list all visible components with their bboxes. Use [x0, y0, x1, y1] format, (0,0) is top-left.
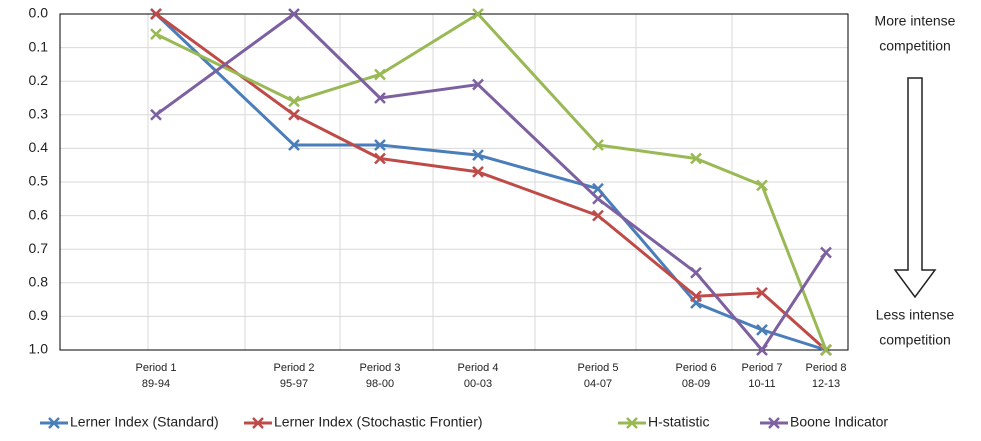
- x-tick-sublabel: 89-94: [142, 378, 170, 390]
- plot-border: [59, 13, 849, 351]
- point-marker: [820, 246, 832, 259]
- point-marker: [756, 323, 768, 336]
- annotation-top: competition: [879, 38, 951, 54]
- point-marker: [820, 344, 832, 356]
- point-marker: [592, 182, 604, 195]
- legend-marker: [626, 417, 638, 429]
- point-marker: [288, 108, 300, 121]
- point-marker: [374, 152, 386, 165]
- x-tick-sublabel: 98-00: [366, 378, 394, 390]
- y-tick-label: 0.3: [29, 106, 49, 122]
- point-marker: [592, 192, 604, 205]
- point-marker: [288, 95, 300, 108]
- point-marker: [288, 8, 300, 20]
- x-tick-label: Period 2: [274, 362, 315, 374]
- point-marker: [592, 209, 604, 222]
- series-line: [155, 12, 828, 351]
- legend-label: H-statistic: [648, 414, 709, 430]
- y-tick-label: 0.7: [29, 240, 49, 256]
- point-marker: [472, 166, 484, 178]
- point-marker: [756, 344, 768, 356]
- point-marker: [592, 139, 604, 151]
- x-tick-label: Period 7: [742, 362, 783, 374]
- x-tick-label: Period 4: [458, 362, 499, 374]
- direction-arrow: [893, 77, 937, 299]
- x-tick-label: Period 6: [676, 362, 717, 374]
- y-tick-label: 0.4: [29, 139, 49, 155]
- point-marker: [690, 290, 702, 303]
- annotation-top: More intense: [875, 13, 956, 29]
- point-marker: [472, 149, 484, 162]
- point-marker: [150, 108, 162, 121]
- y-tick-label: 0.6: [29, 206, 49, 222]
- legend-marker: [252, 417, 264, 429]
- y-tick-label: 1.0: [29, 341, 49, 357]
- y-tick-label: 0.0: [29, 5, 49, 21]
- series-line: [155, 12, 827, 352]
- point-marker: [374, 68, 386, 81]
- annotation-bottom: competition: [879, 332, 951, 348]
- legend-marker: [768, 417, 780, 429]
- point-marker: [756, 179, 768, 192]
- point-marker: [472, 78, 484, 91]
- y-tick-label: 0.1: [29, 38, 49, 54]
- x-tick-label: Period 5: [578, 362, 619, 374]
- x-tick-sublabel: 08-09: [682, 378, 710, 390]
- point-marker: [150, 8, 162, 20]
- series-line: [154, 12, 827, 352]
- annotation-bottom: Less intense: [876, 307, 955, 323]
- legend-label: Lerner Index (Standard): [70, 414, 219, 430]
- y-tick-label: 0.5: [29, 173, 49, 189]
- legend-label: Lerner Index (Stochastic Frontier): [274, 414, 483, 430]
- point-marker: [690, 152, 702, 165]
- y-tick-label: 0.8: [29, 274, 49, 290]
- x-tick-sublabel: 04-07: [584, 378, 612, 390]
- x-tick-sublabel: 00-03: [464, 378, 492, 390]
- point-marker: [150, 28, 162, 41]
- y-tick-label: 0.9: [29, 307, 49, 323]
- point-marker: [288, 139, 300, 151]
- x-tick-label: Period 1: [136, 362, 177, 374]
- legend-marker: [48, 417, 60, 429]
- legend-label: Boone Indicator: [790, 414, 888, 430]
- x-tick-sublabel: 12-13: [812, 378, 840, 390]
- point-marker: [472, 8, 484, 20]
- point-marker: [690, 266, 702, 279]
- point-marker: [374, 92, 386, 104]
- x-tick-label: Period 3: [360, 362, 401, 374]
- series-line: [155, 12, 828, 352]
- x-tick-label: Period 8: [806, 362, 847, 374]
- point-marker: [756, 286, 768, 299]
- y-tick-label: 0.2: [29, 72, 49, 88]
- point-marker: [374, 139, 386, 151]
- x-tick-sublabel: 95-97: [280, 378, 308, 390]
- x-tick-sublabel: 10-11: [748, 378, 775, 390]
